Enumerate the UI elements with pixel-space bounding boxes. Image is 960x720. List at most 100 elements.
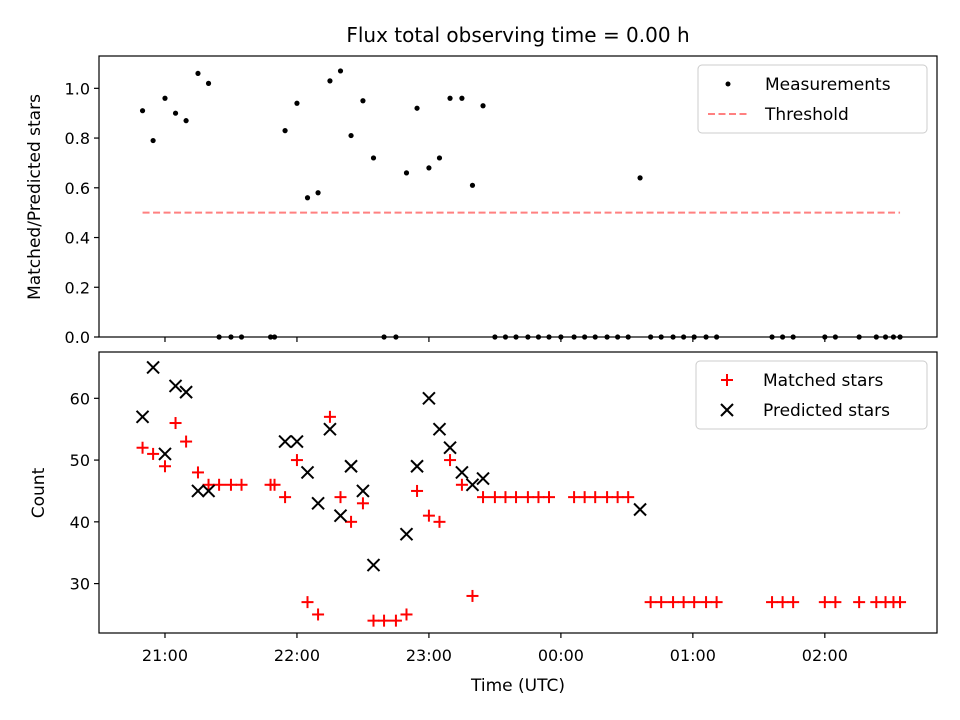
measurement-point — [162, 95, 168, 101]
predicted-stars-point — [300, 465, 315, 480]
matched-stars-point — [444, 454, 457, 467]
matched-stars-point — [477, 491, 490, 504]
legend-measurements-marker — [725, 81, 731, 87]
measurement-point — [304, 195, 311, 201]
matched-stars-point — [301, 596, 314, 609]
ratio-y-axis-label: Matched/Predicted stars — [25, 94, 45, 300]
measurement-point — [403, 170, 410, 176]
measurement-point — [348, 132, 354, 139]
predicted-stars-point — [179, 385, 193, 399]
predicted-stars-point — [465, 478, 480, 492]
predicted-stars-point — [455, 465, 469, 480]
matched-stars-point — [169, 417, 182, 430]
count-marks — [135, 360, 907, 627]
count-y-ticks: 30 40 50 60 — [70, 389, 99, 594]
matched-stars-point — [510, 491, 523, 504]
matched-stars-point — [235, 478, 248, 491]
x-tick-label: 01:00 — [670, 646, 716, 665]
x-tick-label: 02:00 — [802, 646, 848, 665]
matched-stars-point — [312, 608, 325, 621]
matched-stars-point — [688, 596, 701, 609]
predicted-stars-point — [168, 379, 183, 393]
measurement-point — [469, 182, 476, 188]
chart-title: Flux total observing time = 0.00 h — [346, 23, 689, 47]
predicted-stars-point — [135, 410, 150, 424]
measurement-point — [195, 70, 201, 77]
matched-stars-point — [568, 491, 581, 504]
ratio-y-tick-label: 0.2 — [65, 278, 90, 297]
matched-stars-point — [389, 614, 402, 627]
measurement-point — [480, 103, 486, 109]
ratio-legend: Measurements Threshold — [697, 64, 928, 134]
count-y-tick-label: 50 — [70, 451, 90, 470]
predicted-stars-point — [158, 447, 172, 461]
ratio-y-tick-label: 1.0 — [65, 79, 90, 98]
matched-stars-point — [578, 491, 591, 504]
matched-stars-point — [787, 596, 800, 609]
predicted-stars-point — [432, 422, 447, 436]
ratio-y-tick-label: 0.6 — [65, 179, 90, 198]
predicted-stars-point — [201, 484, 216, 498]
predicted-stars-point — [333, 508, 348, 523]
count-axes-frame — [98, 351, 938, 634]
matched-stars-point — [611, 491, 624, 504]
measurement-point — [414, 105, 420, 111]
matched-stars-point — [422, 509, 435, 522]
panel-ratio: 0.0 0.2 0.4 0.6 0.8 1.0 Matched/Predicted sta… — [25, 55, 938, 347]
predicted-stars-point — [290, 434, 304, 449]
ratio-y-ticks: 0.0 0.2 0.4 0.6 0.8 1.0 — [65, 79, 99, 347]
count-x-ticks: 21:00 22:00 23:00 00:00 01:00 02:00 — [142, 633, 848, 665]
matched-stars-point — [776, 596, 789, 609]
measurement-point — [447, 95, 453, 101]
matched-stars-point — [700, 596, 713, 609]
matched-stars-point — [710, 596, 723, 609]
matched-stars-point — [400, 608, 413, 621]
count-y-axis-label: Count — [29, 467, 49, 518]
matched-stars-point — [202, 478, 215, 491]
legend-matched-marker — [721, 374, 733, 386]
ratio-legend-frame — [697, 64, 928, 134]
matched-stars-point — [136, 441, 149, 454]
predicted-stars-point — [311, 496, 325, 511]
measurement-point — [315, 190, 321, 196]
predicted-stars-point — [633, 502, 647, 517]
x-tick-label: 21:00 — [142, 646, 188, 665]
predicted-stars-point — [410, 459, 424, 473]
measurement-point — [370, 155, 377, 161]
matched-stars-point — [532, 491, 545, 504]
matched-stars-point — [345, 515, 358, 528]
measurement-point — [426, 165, 432, 171]
predicted-stars-point — [344, 459, 358, 473]
matched-stars-point — [334, 491, 347, 504]
measurement-point — [337, 68, 344, 74]
legend-measurements-label: Measurements — [765, 75, 891, 95]
legend-predicted-label: Predicted stars — [763, 401, 890, 421]
predicted-stars-point — [278, 434, 292, 449]
predicted-stars-point — [399, 527, 414, 541]
matched-stars-point — [601, 491, 614, 504]
matched-stars-point — [268, 478, 281, 491]
matched-stars-point — [279, 491, 292, 504]
matched-stars-point — [521, 491, 534, 504]
matched-stars-point — [180, 435, 193, 448]
matched-stars-point — [644, 596, 657, 609]
measurement-point — [172, 110, 179, 116]
matched-stars-point — [894, 596, 907, 609]
predicted-stars-point — [366, 558, 381, 572]
x-tick-label: 23:00 — [406, 646, 452, 665]
measurement-point — [637, 175, 643, 181]
matched-stars-point — [622, 491, 635, 504]
matched-stars-point — [466, 589, 479, 602]
matched-stars-point — [677, 596, 690, 609]
predicted-stars-point — [422, 391, 436, 406]
count-y-tick-label: 30 — [70, 575, 90, 594]
matched-stars-point — [655, 596, 668, 609]
matched-stars-point — [378, 614, 391, 627]
ratio-y-tick-label: 0.8 — [65, 129, 90, 148]
measurement-point — [183, 118, 189, 124]
matched-stars-point — [191, 466, 204, 479]
count-y-tick-label: 60 — [70, 389, 90, 408]
count-legend-frame — [695, 360, 928, 430]
